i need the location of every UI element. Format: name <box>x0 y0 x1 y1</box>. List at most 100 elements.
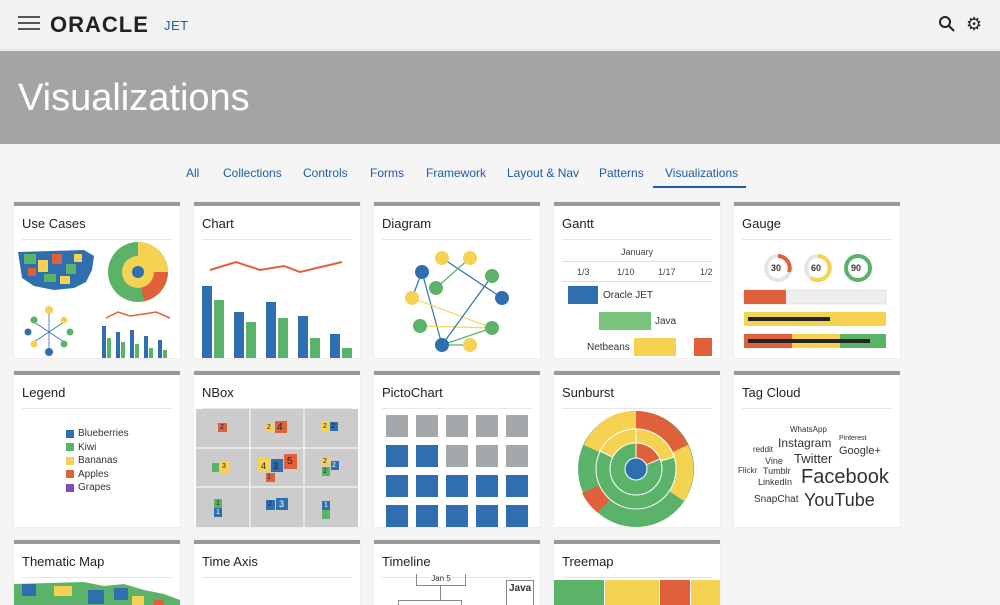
nbox-count: 4 <box>277 422 283 433</box>
card-title: Thematic Map <box>22 554 105 569</box>
card-divider <box>742 239 892 240</box>
legend-item: Kiwi <box>66 441 129 455</box>
legend-label: Blueberries <box>78 428 129 439</box>
tag: SnapChat <box>754 494 799 505</box>
tab-controls[interactable]: Controls <box>303 166 348 180</box>
chart-thumbnail <box>202 260 352 358</box>
gear-icon[interactable]: ⚙ <box>966 14 983 34</box>
tag: Instagram <box>778 436 832 450</box>
card-divider <box>22 577 172 578</box>
tag: reddit <box>753 445 774 454</box>
card-thematic-map[interactable]: Thematic Map <box>14 540 180 605</box>
nbox-count: 1 <box>267 474 271 481</box>
legend-swatch <box>66 429 74 438</box>
card-gantt[interactable]: Gantt January 1/3 1/10 1/17 1/2 Oracle J… <box>554 202 720 358</box>
nbox-count: 2 <box>323 423 327 430</box>
tab-layout-nav[interactable]: Layout & Nav <box>507 166 580 180</box>
card-time-axis[interactable]: Time Axis <box>194 540 360 605</box>
timeline-event <box>398 600 462 605</box>
card-divider <box>742 408 892 409</box>
tag: WhatsApp <box>790 425 827 434</box>
timeline-event: Jan 5 <box>416 574 466 586</box>
tab-forms[interactable]: Forms <box>370 166 404 180</box>
legend-swatch <box>66 456 74 465</box>
card-diagram[interactable]: Diagram <box>374 202 540 358</box>
card-divider <box>22 408 172 409</box>
timeline-connector <box>440 586 441 600</box>
legend-item: Bananas <box>66 454 129 468</box>
card-title: Legend <box>22 385 66 400</box>
tag: Pinterest <box>839 435 867 442</box>
legend-swatch <box>66 483 74 492</box>
nbox-count: 1 <box>216 500 220 507</box>
legend-label: Apples <box>78 468 109 480</box>
timeline-event: Java <box>506 580 534 605</box>
gantt-month: January <box>562 242 712 262</box>
card-title: Chart <box>202 216 234 231</box>
card-pictochart[interactable]: PictoChart <box>374 371 540 527</box>
card-title: Gauge <box>742 216 782 231</box>
card-title: Gantt <box>562 216 594 231</box>
legend-swatch <box>66 470 74 479</box>
nbox-count: 3 <box>273 461 279 471</box>
gantt-task-label: Oracle JET <box>603 290 654 301</box>
gantt-week: 1/2 <box>700 267 713 277</box>
card-treemap[interactable]: Treemap <box>554 540 720 605</box>
gantt-task-label: Java <box>655 316 677 327</box>
hero-banner: Visualizations <box>0 51 1000 144</box>
card-chart[interactable]: Chart <box>194 202 360 358</box>
tag: Twitter <box>794 451 833 466</box>
card-nbox[interactable]: NBox 2 2 4 2 2 3 4 3 5 2 <box>194 371 360 527</box>
sunburst-thumbnail <box>578 411 694 527</box>
tag: Facebook <box>801 466 889 488</box>
tab-visualizations[interactable]: Visualizations <box>653 166 746 188</box>
tag: YouTube <box>804 490 875 510</box>
card-sunburst[interactable]: Sunburst <box>554 371 720 527</box>
card-legend[interactable]: Legend Blueberries Kiwi Bananas Apples G… <box>14 371 180 527</box>
gantt-week: 1/3 <box>577 267 590 277</box>
nbox-count: 4 <box>261 461 267 471</box>
card-tag-cloud[interactable]: Tag Cloud WhatsApp Pinterest Instagram r… <box>734 371 900 527</box>
tab-all[interactable]: All <box>186 166 200 180</box>
card-title: Use Cases <box>22 216 86 231</box>
gantt-task-label: Netbeans <box>587 342 630 353</box>
legend-thumbnail: Blueberries Kiwi Bananas Apples Grapes <box>66 427 129 495</box>
gantt-bar <box>634 338 676 356</box>
tag: Tumblr <box>763 466 791 476</box>
card-divider <box>562 408 712 409</box>
nbox-count: 1 <box>324 502 328 509</box>
search-icon[interactable] <box>938 15 956 33</box>
card-title: Timeline <box>382 554 431 569</box>
card-use-cases[interactable]: Use Cases <box>14 202 180 358</box>
gauge-value: 90 <box>851 263 862 273</box>
use-cases-thumbnail <box>18 242 171 358</box>
tab-framework[interactable]: Framework <box>426 166 487 180</box>
nbox-count: 2 <box>332 462 336 469</box>
card-title: Tag Cloud <box>742 385 801 400</box>
nbox-count: 3 <box>222 463 226 470</box>
timeline-label: Jan 5 <box>431 574 451 583</box>
gantt-week: 1/10 <box>617 267 635 277</box>
legend-swatch <box>66 443 74 452</box>
card-divider <box>202 239 352 240</box>
nbox-count: 1 <box>216 509 220 516</box>
diagram-thumbnail <box>405 251 509 352</box>
legend-item: Apples <box>66 468 129 482</box>
hamburger-icon[interactable] <box>18 16 40 32</box>
gantt-week: 1/17 <box>658 267 676 277</box>
thematic-map-thumbnail <box>14 582 180 605</box>
card-timeline[interactable]: Timeline Jan 5 Java <box>374 540 540 605</box>
nbox-count: 2 <box>323 458 327 465</box>
tab-collections[interactable]: Collections <box>223 166 282 180</box>
tab-patterns[interactable]: Patterns <box>599 166 644 180</box>
legend-item: Blueberries <box>66 427 129 441</box>
brand-product: JET <box>164 18 189 33</box>
tag-cloud-thumbnail: WhatsApp Pinterest Instagram reddit Goog… <box>734 411 900 527</box>
gantt-bar <box>568 286 598 304</box>
gauge-thumbnail: 30 60 90 <box>734 242 900 358</box>
legend-label: Kiwi <box>78 441 97 453</box>
card-gauge[interactable]: Gauge 30 60 90 <box>734 202 900 358</box>
brand-logo[interactable]: ORACLE <box>50 12 149 37</box>
treemap-thumbnail <box>554 580 720 605</box>
card-title: Diagram <box>382 216 432 231</box>
